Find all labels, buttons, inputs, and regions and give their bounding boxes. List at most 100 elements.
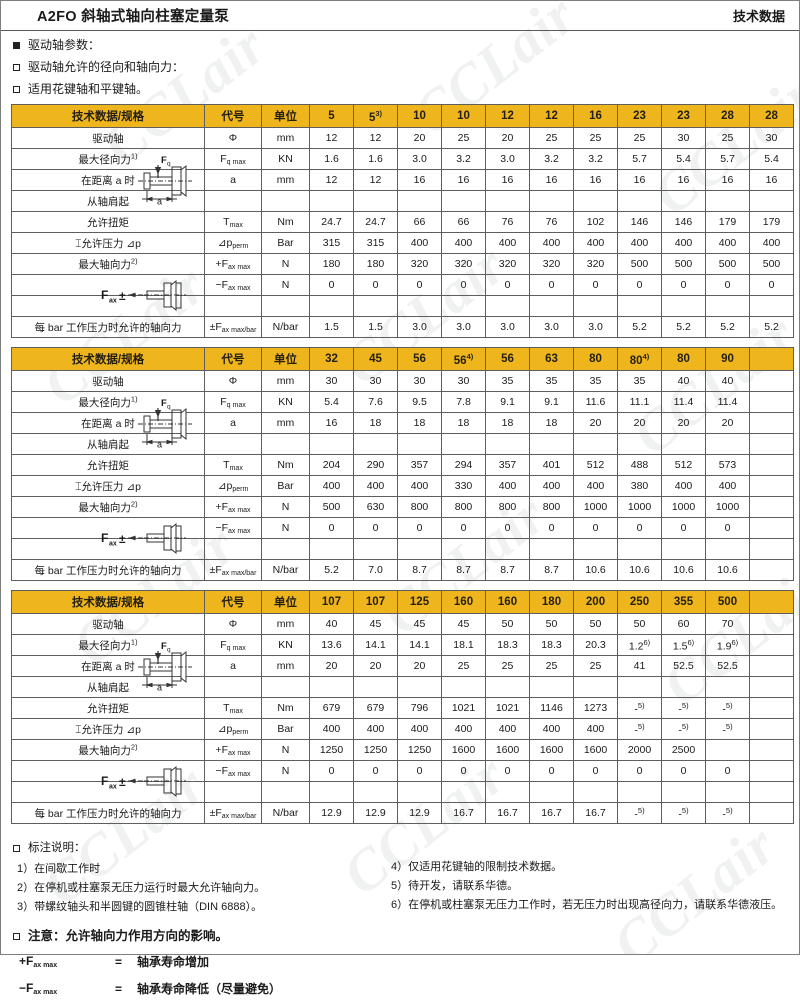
cell-plus_fax_max: 800 xyxy=(485,496,530,518)
cell-t_max: 76 xyxy=(529,211,574,233)
row-unit: KN xyxy=(261,148,310,170)
page-title-right: 技术数据 xyxy=(732,9,785,24)
cell-fq_max: 1.26) xyxy=(617,634,662,656)
footnotes-section: 标注说明： 1）在间歇工作时 2）在停机或柱塞泵无压力运行时最大允许轴向力。 3… xyxy=(1,833,799,1000)
code-a: a xyxy=(230,174,236,186)
cell-pm_fax_bar: 8.7 xyxy=(529,559,574,581)
row-label-from-shoulder: 从轴肩起 xyxy=(11,676,205,698)
legend-text: 轴承寿命增加 xyxy=(137,955,210,969)
cell-fq_max: 5.4 xyxy=(309,391,354,413)
cell-minus_fax_max: 0 xyxy=(705,517,750,539)
cell-a: 18 xyxy=(529,412,574,434)
header-unit: 单位 xyxy=(261,104,310,128)
cell-a xyxy=(749,412,794,434)
row-label-max-radial-force: 最大径向力1) F q a xyxy=(11,391,205,450)
cell-phi: 50 xyxy=(573,613,618,635)
cell-t_max: 1021 xyxy=(441,697,486,719)
cell-phi: 30 xyxy=(353,370,398,392)
cell-pm_fax_bar: 16.7 xyxy=(485,802,530,824)
row-unit: N xyxy=(261,739,310,761)
cell-minus_fax_max: 0 xyxy=(529,517,574,539)
row-unit: N/bar xyxy=(261,559,310,581)
label-axial-per-bar: 每 bar 工作压力时允许的轴向力 xyxy=(34,321,182,334)
cell-empty xyxy=(397,295,442,317)
cell-empty xyxy=(661,781,706,803)
cell-phi xyxy=(749,613,794,635)
row-label-drive-shaft: 驱动轴 xyxy=(11,370,205,392)
cell-phi: 25 xyxy=(705,127,750,149)
label-perm-pressure: ⌶允许压力 ⊿p xyxy=(75,237,141,250)
table-row: 从轴肩起 xyxy=(11,190,794,212)
table-row: 最大轴向力2) +Fax max N 1250 1250 1250 1600 1600 1… xyxy=(11,739,794,761)
cell-empty xyxy=(353,538,398,560)
code-t-max: Tmax xyxy=(223,702,243,715)
row-unit xyxy=(261,433,310,455)
header-size: 80 xyxy=(661,347,706,371)
cell-empty xyxy=(529,676,574,698)
cell-empty xyxy=(309,538,354,560)
cell-phi: 30 xyxy=(441,370,486,392)
cell-empty xyxy=(661,538,706,560)
code-dp-perm: ⊿pperm xyxy=(217,723,249,736)
table-row: 从轴肩起 xyxy=(11,433,794,455)
cell-pm_fax_bar: 3.0 xyxy=(485,316,530,338)
cell-dp_perm: 400 xyxy=(529,475,574,497)
cell-dp_perm: 400 xyxy=(573,475,618,497)
cell-minus_fax_max: 0 xyxy=(573,760,618,782)
header-size: 45 xyxy=(353,347,398,371)
header-size: 5 xyxy=(309,104,354,128)
label-max-radial-force: 最大径向力1) xyxy=(78,394,138,409)
row-label-at-distance-a: 在距离 a 时 xyxy=(11,169,205,191)
cell-dp_perm: 400 xyxy=(661,232,706,254)
row-label-spacer xyxy=(11,781,205,803)
cell-phi: 45 xyxy=(353,613,398,635)
cell-t_max: 24.7 xyxy=(309,211,354,233)
table-header-row: 技术数据/规格 代号 单位 107 107 125 160 160 180 200 250 355… xyxy=(11,590,794,614)
label-axial-per-bar: 每 bar 工作压力时允许的轴向力 xyxy=(34,807,182,820)
cell-fq_max: 18.3 xyxy=(529,634,574,656)
header-size xyxy=(749,590,794,614)
label-drive-shaft: 驱动轴 xyxy=(92,375,124,388)
label-perm-pressure: ⌶允许压力 ⊿p xyxy=(75,723,141,736)
spec-table-3: 技术数据/规格 代号 单位 107 107 125 160 160 180 200 250 355… xyxy=(11,590,794,824)
cell-plus_fax_max: 180 xyxy=(353,253,398,275)
cell-dp_perm: -5) xyxy=(617,718,662,740)
table-row: 在距离 a 时 a mm 12 12 16 16 16 16 16 16 16 16 16 xyxy=(11,169,794,191)
cell-empty xyxy=(573,676,618,698)
cell-a: 16 xyxy=(309,412,354,434)
cell-t_max: -5) xyxy=(617,697,662,719)
code-fq-max: Fq max xyxy=(220,639,246,652)
cell-phi: 35 xyxy=(485,370,530,392)
cell-empty xyxy=(397,781,442,803)
cell-fq_max: 5.4 xyxy=(749,148,794,170)
cell-fq_max: 18.1 xyxy=(441,634,486,656)
cell-empty xyxy=(353,190,398,212)
cell-dp_perm: 400 xyxy=(397,718,442,740)
row-unit: N xyxy=(261,760,310,782)
cell-phi: 45 xyxy=(397,613,442,635)
bullet-label: 驱动轴允许的径向和轴向力： xyxy=(28,60,185,74)
cell-minus_fax_max: 0 xyxy=(441,274,486,296)
row-code: Tmax xyxy=(204,697,262,719)
row-code: −Fax max xyxy=(204,760,262,782)
row-code xyxy=(204,190,262,212)
hollow-square-icon xyxy=(13,85,20,93)
cell-empty xyxy=(309,190,354,212)
cell-empty xyxy=(529,781,574,803)
cell-empty xyxy=(353,676,398,698)
row-label-max-axial-force: 最大轴向力2) xyxy=(11,739,205,761)
cell-phi: 50 xyxy=(529,613,574,635)
code-dp-perm: ⊿pperm xyxy=(217,480,249,493)
row-code: a xyxy=(204,412,262,434)
cell-empty xyxy=(441,190,486,212)
cell-plus_fax_max: 800 xyxy=(529,496,574,518)
cell-empty xyxy=(749,676,794,698)
cell-phi: 35 xyxy=(573,370,618,392)
code-minus-fax-max: −Fax max xyxy=(215,279,251,292)
table-row: 每 bar 工作压力时允许的轴向力 ±Fax max/bar N/bar 5.2… xyxy=(11,559,794,581)
spec-table-1: 技术数据/规格 代号 单位 5 53) 10 10 12 12 16 23 23 28 28 驱动轴 … xyxy=(11,104,794,338)
cell-minus_fax_max: 0 xyxy=(573,517,618,539)
table-row: 驱动轴 Φ mm 12 12 20 25 20 25 25 25 30 25 30 xyxy=(11,127,794,149)
